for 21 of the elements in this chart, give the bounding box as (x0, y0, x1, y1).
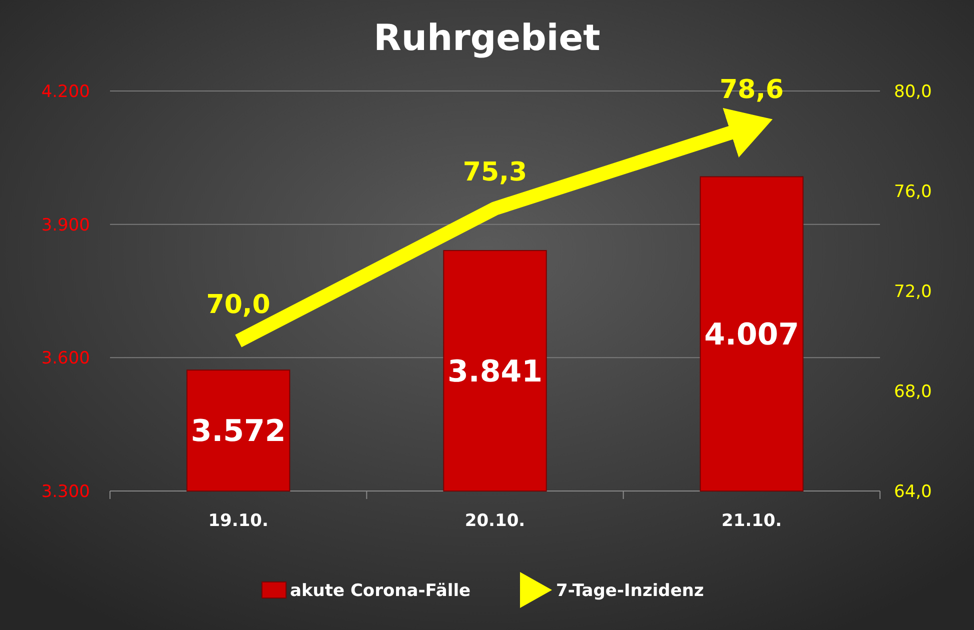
chart-title: Ruhrgebiet (374, 18, 600, 59)
y2-tick-label: 68,0 (894, 382, 932, 402)
legend-label: akute Corona-Fälle (290, 580, 471, 601)
data-label: 4.007 (704, 317, 800, 352)
y-tick-label: 3.900 (41, 215, 90, 236)
data-label: 75,3 (462, 158, 528, 188)
data-label: 3.841 (448, 354, 542, 390)
y-tick-label: 4.200 (41, 82, 90, 102)
y2-tick-label: 72,0 (894, 282, 932, 302)
x-tick-label: 21.10. (722, 511, 782, 531)
x-tick-label: 19.10. (208, 511, 268, 531)
y-tick-label: 3.600 (41, 348, 90, 369)
y2-tick-label: 64,0 (894, 482, 932, 502)
data-label: 3.572 (190, 414, 286, 450)
data-label: 70,0 (206, 290, 270, 320)
x-tick-label: 20.10. (464, 511, 526, 531)
legend-label: 7-Tage-Inzidenz (556, 580, 704, 601)
y2-tick-label: 80,0 (894, 82, 932, 102)
data-label: 78,6 (720, 75, 784, 105)
y-tick-label: 3.300 (41, 482, 90, 502)
y2-tick-label: 76,0 (894, 182, 932, 202)
